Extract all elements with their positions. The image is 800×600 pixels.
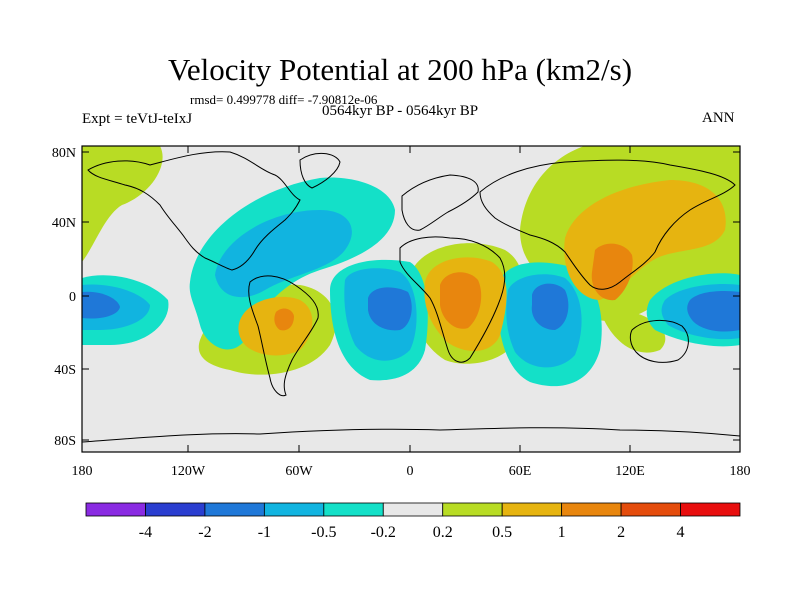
lat-label: 80S — [54, 434, 76, 449]
colorbar-swatch — [263, 502, 325, 517]
colorbar-swatch — [204, 502, 265, 517]
negative-contours-dark — [82, 283, 740, 332]
colorbar-label: 0.2 — [433, 524, 453, 541]
lat-labels: 80N 40N 0 40S 80S — [52, 146, 76, 449]
positive-contours-strong — [274, 243, 633, 331]
season-label: ANN — [702, 110, 735, 126]
lat-label: 80N — [52, 146, 76, 161]
lon-label: 60W — [285, 464, 313, 479]
colorbar-swatch — [561, 502, 622, 517]
lon-label: 0 — [407, 464, 414, 479]
colorbar-label: 0.5 — [492, 524, 512, 541]
stats-label: rmsd= 0.499778 diff= -7.90812e-06 — [190, 92, 378, 107]
lon-labels: 180 120W 60W 0 60E 120E 180 — [72, 464, 751, 479]
experiment-label: Expt = teVtJ-teIxJ — [82, 111, 193, 127]
lon-label: 120W — [171, 464, 206, 479]
lat-label: 40N — [52, 216, 76, 231]
lon-ticks — [81, 146, 741, 452]
lon-label: 180 — [730, 464, 751, 479]
coastlines — [82, 151, 740, 443]
colorbar-swatch — [382, 502, 444, 517]
plot-border — [81, 145, 741, 453]
lat-ticks — [82, 151, 740, 441]
lon-label: 60E — [509, 464, 532, 479]
map-title: Velocity Potential at 200 hPa (km2/s) — [167, 52, 633, 87]
colorbar-label: -0.2 — [371, 524, 396, 541]
colorbar-label: -1 — [258, 524, 271, 541]
colorbar-label: 4 — [677, 524, 685, 541]
colorbar — [85, 502, 741, 517]
colorbar-label: -0.5 — [311, 524, 336, 541]
lon-label: 180 — [72, 464, 93, 479]
colorbar-label: 1 — [558, 524, 566, 541]
colorbar-label: -4 — [139, 524, 152, 541]
colorbar-swatch — [680, 502, 741, 517]
colorbar-swatch — [620, 502, 681, 517]
colorbar-swatch — [501, 502, 563, 517]
colorbar-swatch — [442, 502, 503, 517]
colorbar-labels: -4 -2 -1 -0.5 -0.2 0.2 0.5 1 2 4 — [139, 524, 685, 541]
colorbar-swatch — [323, 502, 384, 517]
lat-label: 0 — [69, 290, 76, 305]
colorbar-swatch — [85, 502, 146, 517]
lon-label: 120E — [615, 464, 645, 479]
lat-label: 40S — [54, 363, 76, 378]
contour-field — [82, 146, 740, 452]
period-label: 0564kyr BP - 0564kyr BP — [321, 103, 479, 119]
colorbar-label: 2 — [617, 524, 625, 541]
colorbar-swatch — [145, 502, 206, 517]
colorbar-label: -2 — [198, 524, 211, 541]
